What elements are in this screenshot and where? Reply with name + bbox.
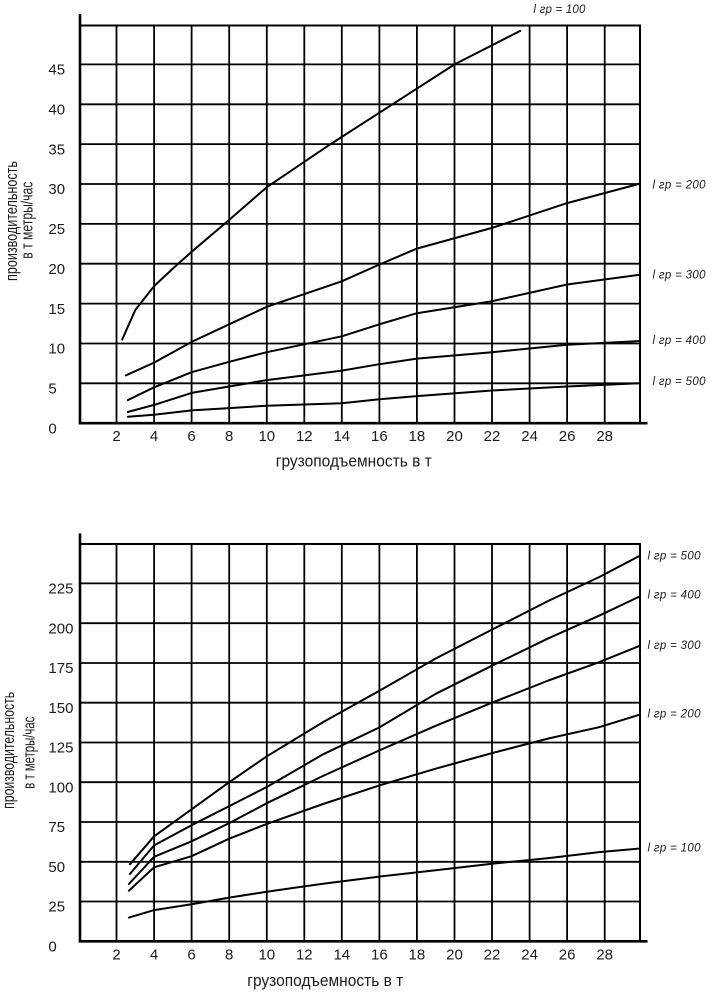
svg-text:0: 0: [48, 939, 56, 956]
svg-text:10: 10: [258, 428, 275, 445]
svg-text:20: 20: [48, 261, 65, 278]
svg-text:150: 150: [48, 700, 73, 717]
svg-text:125: 125: [48, 740, 73, 757]
svg-text:24: 24: [521, 428, 538, 445]
svg-text:12: 12: [296, 946, 313, 963]
svg-text:100: 100: [48, 780, 73, 797]
svg-text:20: 20: [446, 946, 463, 963]
svg-text:15: 15: [48, 301, 65, 318]
svg-text:14: 14: [333, 946, 350, 963]
svg-text:18: 18: [409, 946, 426, 963]
svg-text:производительностьв т метры/ча: производительностьв т метры/час: [2, 161, 37, 281]
svg-text:50: 50: [48, 859, 65, 876]
svg-text:0: 0: [48, 420, 56, 437]
svg-text:75: 75: [48, 819, 65, 836]
svg-text:грузоподъемность в т: грузоподъемность в т: [247, 971, 403, 990]
svg-text:5: 5: [48, 381, 56, 398]
svg-text:35: 35: [48, 141, 65, 158]
svg-text:18: 18: [409, 428, 426, 445]
svg-text:16: 16: [371, 428, 388, 445]
svg-text:l гр = 500: l гр = 500: [648, 550, 702, 562]
svg-text:производительностьв т метры/ча: производительностьв т метры/час: [0, 692, 38, 809]
svg-text:l гр = 300: l гр = 300: [653, 269, 707, 281]
svg-text:8: 8: [225, 428, 233, 445]
svg-text:12: 12: [296, 428, 313, 445]
svg-text:25: 25: [48, 221, 65, 238]
svg-text:грузоподъемность в т: грузоподъемность в т: [276, 452, 432, 471]
svg-text:30: 30: [48, 181, 65, 198]
svg-text:14: 14: [333, 428, 350, 445]
svg-text:10: 10: [48, 341, 65, 358]
svg-text:28: 28: [596, 946, 613, 963]
svg-text:4: 4: [150, 428, 158, 445]
svg-text:8: 8: [225, 946, 233, 963]
svg-text:l гр = 500: l гр = 500: [653, 376, 707, 388]
svg-text:40: 40: [48, 102, 65, 119]
svg-text:l гр = 100: l гр = 100: [533, 4, 586, 16]
svg-text:22: 22: [484, 946, 501, 963]
svg-text:4: 4: [150, 946, 158, 963]
svg-text:22: 22: [484, 428, 501, 445]
svg-text:2: 2: [112, 946, 120, 963]
svg-text:l гр = 300: l гр = 300: [648, 640, 702, 652]
svg-text:10: 10: [258, 946, 275, 963]
svg-text:2: 2: [112, 428, 120, 445]
svg-text:45: 45: [48, 62, 65, 79]
svg-text:l гр = 200: l гр = 200: [653, 179, 707, 191]
svg-text:6: 6: [187, 428, 195, 445]
svg-text:l гр = 100: l гр = 100: [648, 842, 702, 854]
svg-text:24: 24: [521, 946, 538, 963]
svg-text:l гр = 200: l гр = 200: [648, 709, 702, 721]
svg-text:175: 175: [48, 660, 73, 677]
svg-text:225: 225: [48, 581, 73, 598]
svg-text:28: 28: [596, 428, 613, 445]
svg-text:16: 16: [371, 946, 388, 963]
svg-text:26: 26: [559, 428, 576, 445]
svg-text:6: 6: [187, 946, 195, 963]
svg-text:20: 20: [446, 428, 463, 445]
svg-text:l гр = 400: l гр = 400: [653, 335, 707, 347]
svg-text:200: 200: [48, 620, 73, 637]
svg-text:l гр = 400: l гр = 400: [648, 589, 702, 601]
svg-text:26: 26: [559, 946, 576, 963]
svg-text:25: 25: [48, 899, 65, 916]
